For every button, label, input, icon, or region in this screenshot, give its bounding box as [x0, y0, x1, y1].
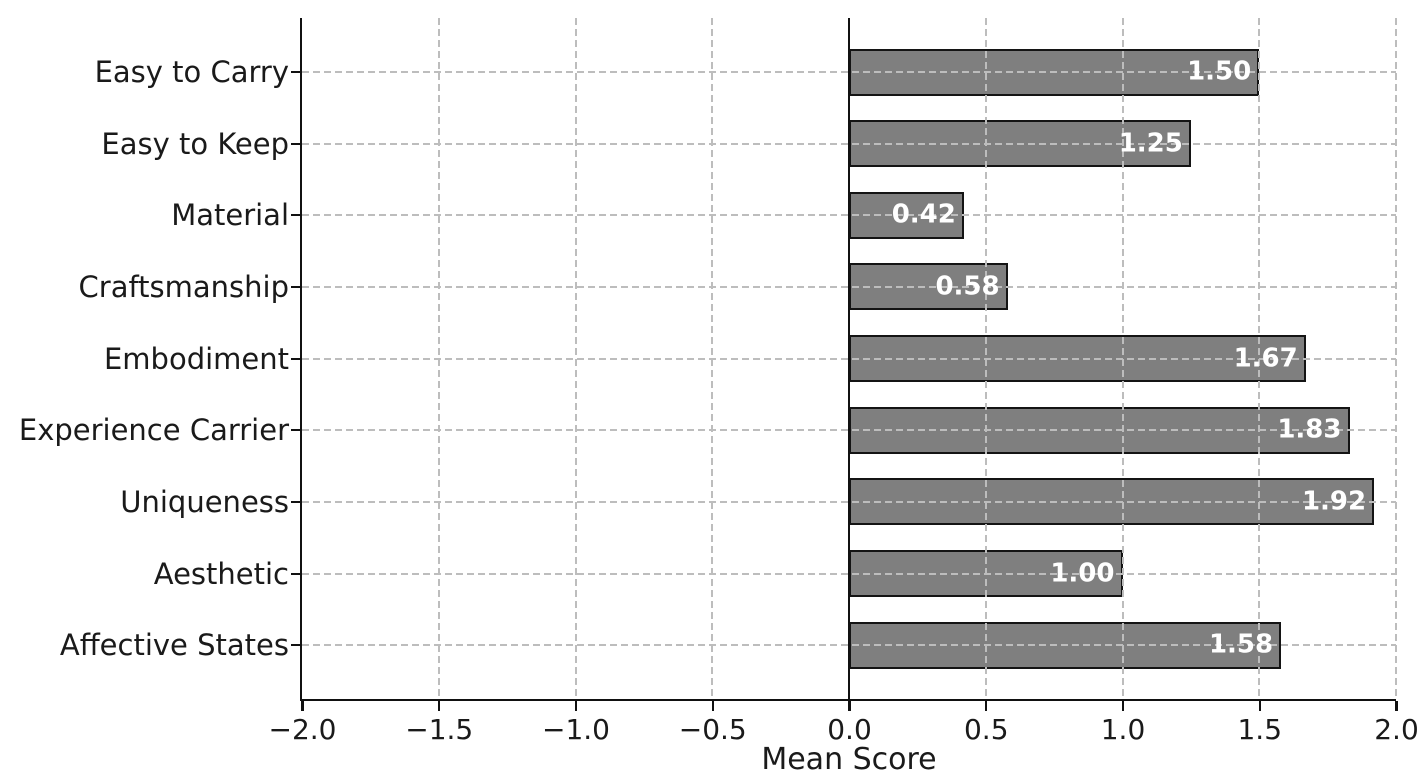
y-tick-mark: [291, 500, 300, 504]
y-tick-mark: [291, 285, 300, 289]
bar-value-label: 0.58: [935, 271, 1000, 302]
category-label: Craftsmanship: [78, 269, 289, 304]
x-tick-label: −1.5: [405, 713, 474, 746]
y-tick-mark: [291, 142, 300, 145]
bar-value-label: 1.67: [1233, 343, 1298, 374]
x-tick-mark: [848, 701, 851, 711]
x-tick-mark: [711, 701, 714, 711]
zero-line: [847, 18, 851, 699]
y-tick-mark: [291, 429, 300, 432]
x-tick-mark: [1258, 701, 1261, 711]
category-label: Material: [171, 198, 289, 233]
bar-value-label: 1.50: [1187, 56, 1252, 87]
bar-value-label: 1.58: [1208, 629, 1274, 660]
bar-value-label: 1.83: [1277, 414, 1342, 445]
category-label: Easy to Keep: [101, 126, 289, 161]
x-axis-label: Mean Score: [761, 742, 937, 777]
category-label: Easy to Carry: [94, 55, 289, 89]
bar-value-label: 1.00: [1050, 558, 1115, 589]
bar-value-label: 1.25: [1118, 128, 1183, 159]
y-tick-mark: [291, 214, 300, 217]
category-label: Affective States: [59, 628, 289, 663]
x-tick-label: 1.5: [1237, 713, 1283, 746]
x-tick-label: −1.0: [542, 713, 610, 746]
bar-value-label: 0.42: [891, 199, 956, 230]
x-tick-label: 2.0: [1374, 713, 1419, 746]
plot-area: 1.50 1.25 0.42 0.58 1.67 1.83 1.92 1.00 1.58: [300, 18, 1397, 701]
y-tick-mark: [291, 644, 300, 647]
x-tick-label: −2.0: [268, 713, 337, 746]
y-tick-mark: [291, 70, 300, 74]
x-tick-mark: [1395, 701, 1398, 711]
category-label: Uniqueness: [120, 484, 289, 519]
x-tick-mark: [985, 701, 988, 711]
x-tick-label: −0.5: [678, 713, 747, 746]
grid-line-vertical: [1395, 18, 1397, 699]
x-tick-label: 0.5: [963, 713, 1009, 746]
x-tick-mark: [301, 701, 304, 711]
y-tick-mark: [291, 357, 300, 360]
bar-value-label: 1.92: [1301, 486, 1367, 517]
x-tick-label: 0.0: [827, 713, 872, 746]
category-label: Experience Carrier: [18, 413, 289, 448]
category-label: Embodiment: [103, 341, 289, 376]
x-tick-mark: [438, 701, 441, 711]
x-tick-mark: [574, 701, 578, 711]
x-tick-mark: [1121, 701, 1125, 711]
y-tick-mark: [291, 572, 300, 575]
category-label: Aesthetic: [153, 556, 289, 591]
x-tick-label: 1.0: [1100, 713, 1146, 746]
